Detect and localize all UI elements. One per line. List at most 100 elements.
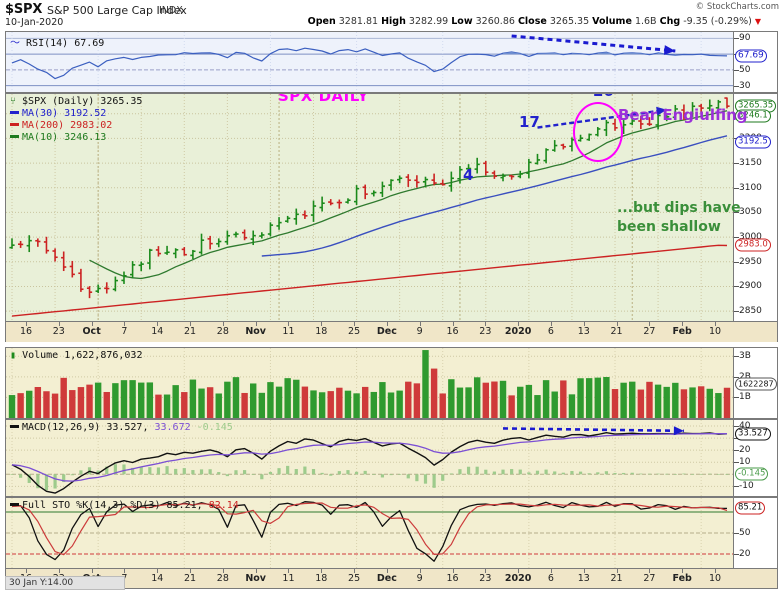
date-axis-tick (26, 569, 27, 573)
symbol-exchange: INDX (159, 5, 183, 16)
date-axis-label: 25 (348, 326, 361, 337)
date-axis-label: 28 (216, 326, 229, 337)
rsi-plot-area (6, 32, 777, 92)
sto-d-value: 82.14 (208, 500, 239, 511)
rsi-tick: 30 (739, 80, 751, 91)
ma10-swatch-icon (10, 134, 19, 138)
price-tick: 3100 (739, 182, 762, 193)
chg-label: Chg (659, 16, 681, 27)
date-axis-tick (222, 569, 224, 573)
sto-tick-mark (734, 554, 739, 555)
price-tick-mark (734, 212, 739, 214)
date-axis-tick (190, 569, 192, 573)
macd-swatch-icon (10, 424, 19, 428)
rsi-tick-mark (734, 69, 739, 71)
price-value-flag: 2983.0 (735, 238, 771, 252)
date-axis-label: 16 (446, 573, 459, 584)
date-axis-label: 27 (643, 326, 656, 337)
macd-plot-area (6, 420, 777, 496)
date-axis-tick (419, 322, 421, 326)
date-axis-tick (124, 569, 126, 573)
annotation-dips-shallow: ...but dips have been shallow (617, 199, 741, 237)
price-legend-text: $SPX (Daily) 3265.35 (22, 96, 143, 107)
date-axis-tick (354, 569, 356, 573)
date-axis-tick (288, 569, 290, 573)
price-legend-ma30: MA(30) 3192.52 (10, 108, 106, 119)
volume-tick: 1B (739, 392, 751, 403)
price-tick-mark (734, 286, 739, 288)
open-label: Open (307, 16, 336, 27)
rsi-tick-mark (734, 38, 739, 40)
macd-legend: MACD(12,26,9) 33.527, 33.672 -0.145 (10, 422, 233, 433)
status-bar: 30 Jan Y:14.00 (5, 576, 125, 590)
date-axis-tick (354, 322, 356, 326)
annotation-spx-daily: SPX DAILY (278, 93, 369, 105)
date-axis-label: 16 (446, 326, 459, 337)
sto-tick: 50 (739, 528, 751, 538)
price-panel[interactable]: ⑂ $SPX (Daily) 3265.35 MA(30) 3192.52 MA… (5, 93, 778, 322)
ma200-swatch-icon (10, 122, 19, 126)
date-axis-label: 13 (577, 573, 590, 584)
rsi-tick-mark (734, 85, 739, 87)
ma200-label: MA(200) 2983.02 (22, 120, 113, 131)
price-tick: 2850 (739, 306, 762, 317)
price-tick-mark (734, 163, 739, 165)
date-axis-label: 6 (547, 326, 554, 337)
date-axis-label: Dec (376, 573, 397, 584)
chevron-down-icon[interactable]: ▼ (754, 17, 761, 26)
macd-panel[interactable]: MACD(12,26,9) 33.527, 33.672 -0.145 4030… (5, 419, 778, 497)
rsi-panel[interactable]: 〜 RSI(14) 67.69 9070503067.69 (5, 31, 778, 93)
date-axis-tick (682, 322, 684, 326)
date-axis-tick (715, 569, 716, 573)
date-axis-label: 11 (282, 326, 295, 337)
date-axis-tick (419, 569, 421, 573)
date-axis-tick (518, 322, 520, 326)
date-axis-label: 10 (708, 326, 722, 337)
date-axis-tick (583, 322, 585, 326)
volume-value-axis: 3B 2B 1B 1622287 (733, 348, 777, 418)
date-axis-tick (583, 569, 585, 573)
macd-tick-mark (734, 450, 739, 452)
price-tick-mark (734, 311, 739, 313)
date-axis-tick (157, 569, 159, 573)
date-axis-label: 14 (151, 573, 164, 584)
stochastic-panel[interactable]: Full STO %K(14,3) %D(3) 85.21, 82.14 50 2… (5, 497, 778, 569)
date-axis-tick (190, 322, 192, 326)
sto-tick: 20 (739, 549, 751, 559)
macd-tick: -10 (739, 481, 754, 492)
macd-tick-mark (734, 426, 739, 428)
quote-bar: Open 3281.81 High 3282.99 Low 3260.86 Cl… (308, 16, 761, 27)
copyright-label: © StockCharts.com (695, 2, 779, 12)
date-axis-tick (58, 569, 60, 573)
price-date-axis: 16 23 Oct 7 14 21 28 Nov 11 18 25 Dec 9 16 23 2020 6 13 21… (5, 322, 778, 342)
date-axis-tick (58, 322, 60, 326)
low-value: 3260.86 (475, 16, 515, 27)
volume-label: Volume (592, 16, 632, 27)
volume-tick-mark (734, 376, 739, 378)
date-axis-tick (485, 322, 487, 326)
volume-legend: ▮ Volume 1,622,876,032 (10, 350, 143, 361)
date-axis-tick (91, 569, 93, 573)
date-axis-tick (157, 322, 159, 326)
date-axis-label: 14 (151, 326, 164, 337)
date-axis-label: Oct (82, 326, 101, 337)
date-axis-tick (682, 569, 684, 573)
volume-panel[interactable]: ▮ Volume 1,622,876,032 3B 2B 1B 1622287 (5, 347, 778, 419)
price-tick-mark (734, 261, 739, 263)
date-axis-label: 23 (479, 573, 492, 584)
close-value: 3265.35 (549, 16, 590, 27)
price-plot-area (6, 94, 777, 321)
macd-value: 33.527 (106, 422, 143, 433)
date-axis-tick (550, 322, 552, 326)
low-label: Low (451, 16, 473, 27)
macd-tick-mark (734, 486, 739, 488)
sto-swatch-icon (10, 502, 19, 506)
date-axis-label: 16 (19, 326, 33, 337)
date-axis-label: 27 (643, 573, 656, 584)
date-axis-label: Nov (245, 326, 266, 337)
high-label: High (381, 16, 406, 27)
volume-plot-area (6, 348, 777, 418)
date-axis-tick (124, 322, 126, 326)
date-axis-label: 9 (416, 326, 423, 337)
